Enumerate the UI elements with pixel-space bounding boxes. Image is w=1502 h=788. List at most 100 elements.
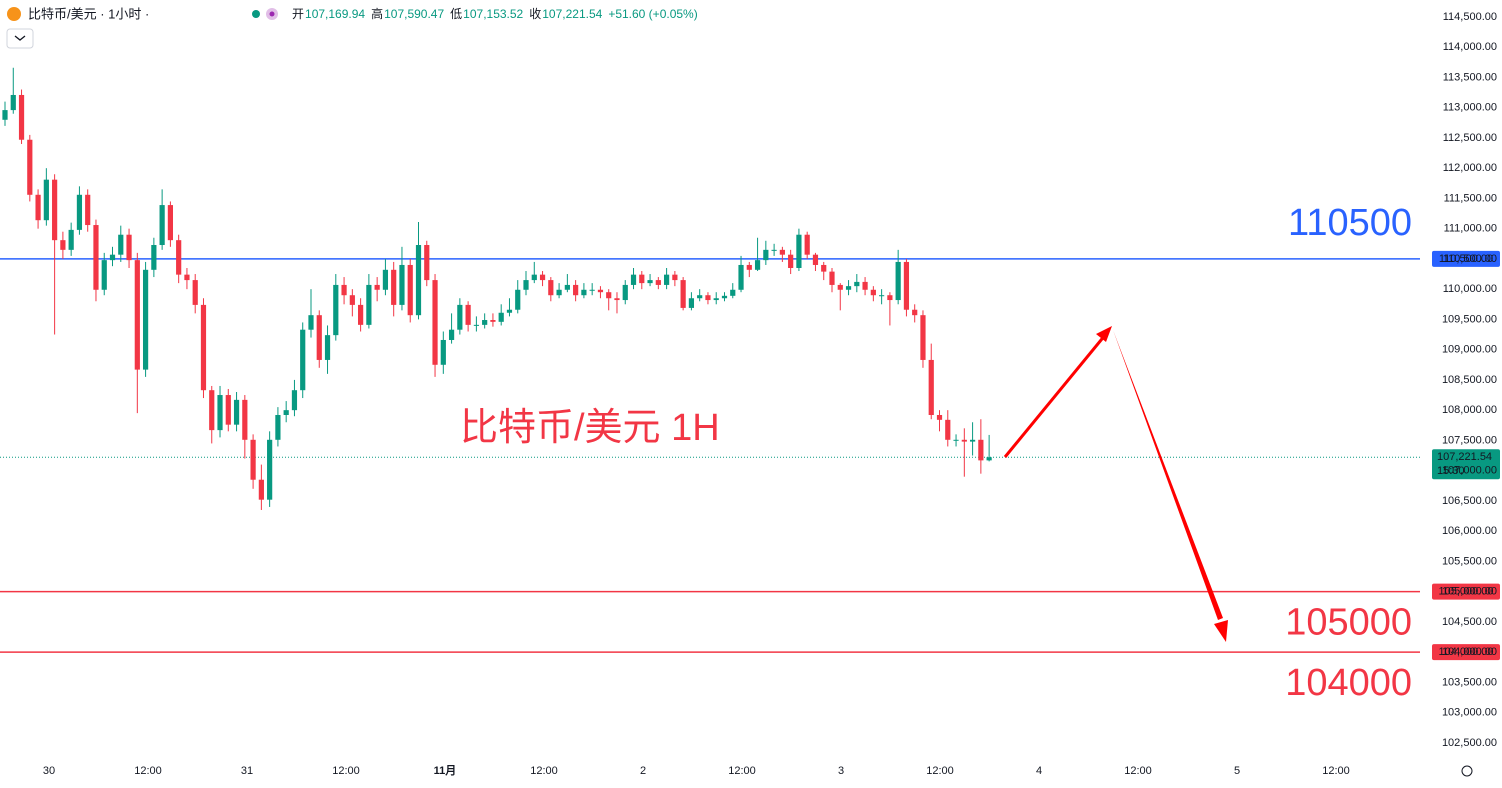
candle-body [109, 254, 116, 261]
candle-body [291, 390, 298, 411]
candle-body [18, 94, 25, 140]
legend-change: +51.60 (+0.05%) [608, 7, 697, 21]
y-tick-label: 113,500.00 [1443, 71, 1497, 83]
candle-body [746, 264, 752, 270]
candle-body [788, 254, 794, 268]
candle-body [730, 289, 736, 296]
candle-body [564, 284, 570, 290]
collapse-button[interactable] [6, 28, 34, 49]
candle-body [142, 269, 149, 370]
y-tick-label: 105,500.00 [1442, 555, 1497, 567]
x-tick-label: 2 [640, 765, 646, 777]
y-tick-label: 109,000.00 [1442, 344, 1497, 356]
candle-body [986, 457, 992, 461]
candle-body [705, 295, 711, 301]
candle-body [754, 260, 761, 270]
legend-label: 低 [450, 7, 462, 21]
x-tick-label: 3 [838, 765, 844, 777]
candle-body [217, 395, 223, 431]
forecast-arrow-down [1113, 330, 1223, 620]
x-tick-label: 12:00 [530, 765, 558, 777]
candle-body [498, 312, 504, 322]
candle-body [167, 205, 173, 241]
candle-body [928, 359, 934, 415]
candle-body [250, 439, 256, 480]
candle-body [27, 139, 33, 195]
candle-body [399, 264, 405, 305]
y-tick-label: 113,000.00 [1443, 102, 1497, 114]
candle-body [804, 234, 810, 255]
candle-body [606, 292, 612, 299]
candle-body [506, 309, 513, 313]
x-tick-label: 12:00 [1322, 765, 1350, 777]
legend-value: 107,221.54 [542, 7, 602, 21]
candle-body [159, 205, 165, 246]
y-tick-label: 105,000.00 [1442, 586, 1497, 598]
legend-label: 收 [529, 7, 541, 21]
candle-body [845, 286, 852, 290]
candle-body [763, 249, 769, 261]
candle-body [837, 284, 843, 290]
candle-body [68, 229, 74, 250]
candle-body [192, 280, 198, 305]
candle-body [779, 249, 785, 255]
y-tick-label: 106,000.00 [1442, 525, 1497, 537]
x-tick-label: 12:00 [728, 765, 756, 777]
candle-body [672, 274, 678, 281]
candle-body [945, 419, 951, 440]
candle-body [242, 399, 248, 440]
candle-body [581, 289, 587, 296]
candle-body [523, 280, 529, 290]
y-tick-label: 110,000.00 [1443, 283, 1497, 295]
candle-body [812, 254, 819, 265]
candle-body [953, 439, 959, 441]
candle-body [2, 110, 8, 120]
x-tick-label: 30 [43, 765, 55, 777]
candle-body [52, 179, 58, 241]
candle-body [333, 284, 339, 336]
bitcoin-icon [7, 7, 21, 21]
candle-body [664, 274, 670, 285]
candle-body [473, 324, 479, 326]
candle-body [936, 414, 943, 420]
x-tick-label: 11月 [434, 764, 457, 777]
candle-body [134, 260, 140, 370]
candle-body [43, 179, 49, 221]
candle-body [796, 234, 802, 268]
y-tick-label: 107,000.00 [1442, 465, 1497, 477]
settings-icon[interactable] [1461, 765, 1473, 777]
candle-body [622, 284, 628, 301]
candle-body [283, 410, 289, 415]
chevron-icon [14, 35, 26, 41]
candle-body [978, 439, 984, 461]
candle-body [647, 280, 653, 284]
candle-body [573, 284, 579, 296]
last-price-badge [1432, 449, 1500, 480]
candle-body [465, 304, 471, 325]
level-badge-label: 104,000.00 [1438, 646, 1493, 658]
y-tick-label: 114,000.00 [1443, 41, 1497, 53]
candle-body [515, 289, 521, 310]
legend-value: 107,169.94 [305, 7, 365, 21]
level-badge [1432, 583, 1500, 600]
candle-body [176, 240, 182, 275]
candle-body [85, 194, 91, 226]
level-badge [1432, 250, 1500, 267]
candle-body [209, 390, 215, 431]
x-tick-label: 12:00 [1124, 765, 1152, 777]
candle-body [341, 284, 347, 296]
countdown-label: 15:30 [1437, 465, 1465, 477]
legend-value: 107,153.52 [463, 7, 523, 21]
candle-body [589, 289, 595, 291]
candle-body [258, 479, 264, 500]
candle-body [854, 281, 860, 287]
candle-body [267, 439, 273, 500]
candle-body [415, 245, 422, 316]
candle-body [630, 274, 637, 285]
ohlc-legend: 开 107,169.94 高 107,590.47 低 107,153.52 收 107,22… [292, 6, 698, 21]
y-tick-label: 102,500.00 [1442, 737, 1497, 749]
level-label: 104000 [1285, 662, 1412, 704]
candle-body [366, 284, 372, 325]
x-tick-label: 4 [1036, 765, 1042, 777]
